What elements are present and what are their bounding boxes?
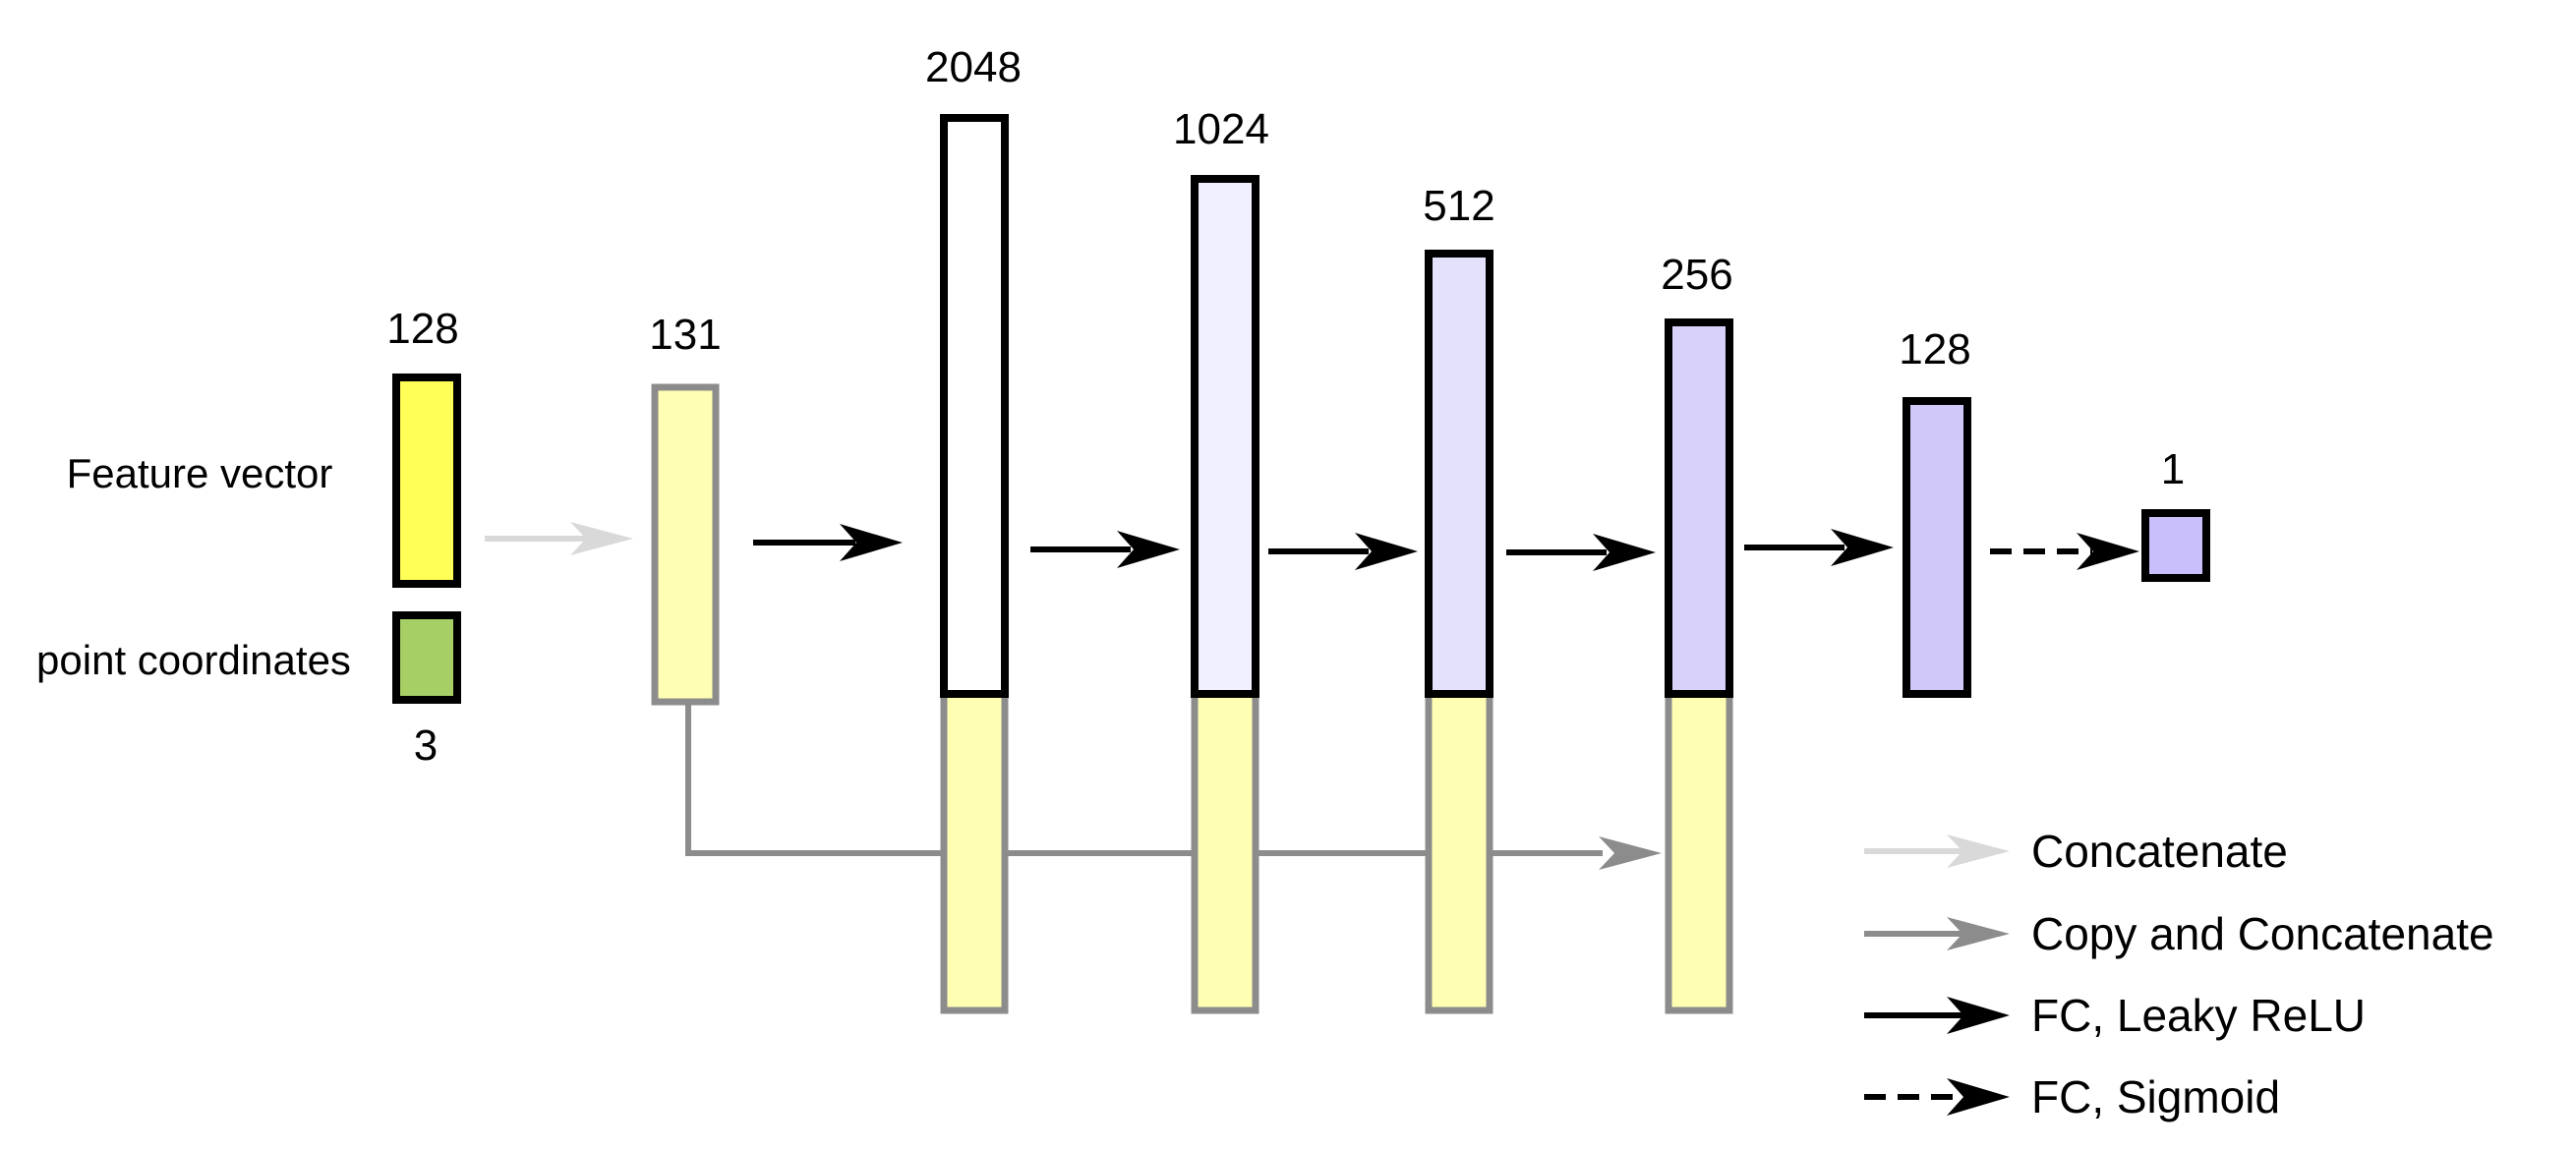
- layer-2048-size: 2048: [925, 43, 1022, 91]
- point-coordinates-label: point coordinates: [36, 637, 351, 683]
- fc-arrow-2: [1030, 531, 1180, 568]
- legend-copy-concatenate-label: Copy and Concatenate: [2031, 908, 2494, 959]
- layer-512-size: 512: [1423, 182, 1494, 230]
- concatenated-size: 131: [649, 311, 721, 359]
- layer-256-copy-block: [1665, 690, 1733, 1014]
- legend-fc-sigmoid-label: FC, Sigmoid: [2031, 1071, 2280, 1122]
- fc-arrow-1: [753, 524, 903, 561]
- layer-2048-copy-block: [940, 690, 1009, 1014]
- layer-512-copy-block: [1425, 690, 1493, 1014]
- layer-2048-block: [940, 114, 1009, 698]
- legend: Concatenate Copy and Concatenate FC, Lea…: [1864, 826, 2494, 1122]
- layer-128-size: 128: [1899, 325, 1970, 374]
- legend-concatenate: Concatenate: [1864, 826, 2288, 877]
- legend-concatenate-label: Concatenate: [2031, 826, 2288, 877]
- layer-256-block: [1665, 318, 1733, 698]
- concatenate-arrow: [485, 522, 633, 555]
- fc-sigmoid-arrow: [1990, 533, 2139, 570]
- concatenated-block: [651, 383, 720, 706]
- legend-fc-sigmoid: FC, Sigmoid: [1864, 1071, 2280, 1122]
- layer-1024-block: [1191, 175, 1259, 698]
- feature-vector-label: Feature vector: [67, 450, 333, 496]
- legend-fc-leaky-relu: FC, Leaky ReLU: [1864, 990, 2366, 1041]
- feature-vector-size: 128: [386, 305, 458, 353]
- point-coordinates-size: 3: [414, 721, 438, 770]
- fc-arrow-3: [1268, 533, 1418, 570]
- feature-vector-block: [392, 374, 461, 588]
- layer-1024-copy-block: [1191, 690, 1259, 1014]
- output-size: 1: [2161, 445, 2185, 493]
- legend-fc-leaky-relu-label: FC, Leaky ReLU: [2031, 990, 2366, 1041]
- fc-arrow-4: [1506, 534, 1656, 571]
- layer-256-size: 256: [1661, 251, 1732, 299]
- point-coordinates-block: [392, 611, 461, 704]
- legend-copy-concatenate: Copy and Concatenate: [1864, 908, 2494, 959]
- layer-1024-size: 1024: [1173, 105, 1269, 153]
- layer-512-block: [1425, 250, 1493, 698]
- layer-128-block: [1903, 397, 1971, 698]
- copy-concatenate-path: [685, 705, 1662, 870]
- output-block: [2141, 509, 2210, 582]
- fc-arrow-5: [1744, 529, 1894, 566]
